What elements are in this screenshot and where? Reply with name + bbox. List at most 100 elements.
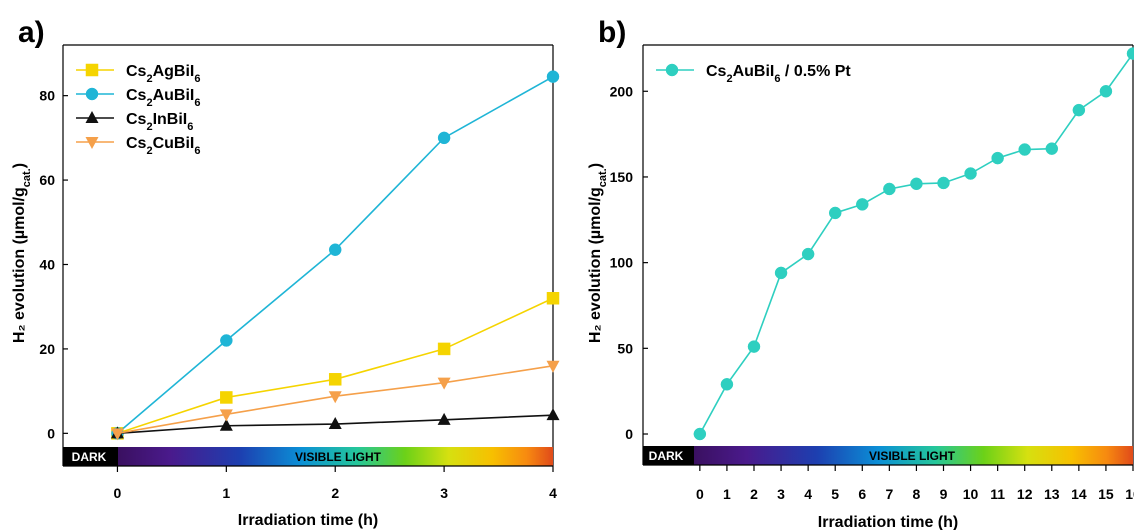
series-0: Cs2AuBiI6 / 0.5% Pt: [656, 47, 1134, 441]
legend-label-sub: 6: [774, 73, 780, 85]
data-point: [328, 391, 342, 404]
x-tick-label: 2: [331, 485, 339, 501]
x-tick-label: 7: [885, 486, 893, 502]
x-tick-label: 0: [114, 485, 122, 501]
data-point: [910, 177, 923, 191]
data-point: [964, 167, 977, 180]
data-point: [883, 182, 896, 196]
data-point: [720, 378, 734, 391]
y-axis-label-main: H₂ evolution (µmol/g: [11, 187, 28, 343]
data-point: [546, 360, 560, 373]
x-tick-label: 1: [723, 486, 731, 502]
x-tick-label: 12: [1017, 486, 1033, 502]
legend-label: Cs2AuBiI6: [126, 87, 200, 109]
legend-label: Cs2AuBiI6 / 0.5% Pt: [706, 63, 851, 85]
legend-marker: [85, 87, 99, 101]
legend-label-sub: 6: [194, 97, 200, 109]
data-point: [1045, 142, 1059, 155]
x-tick-label: 1: [222, 485, 230, 501]
data-point: [1126, 47, 1134, 60]
legend-label-sub: 6: [194, 145, 200, 157]
legend-label-part: CuBiI: [153, 135, 195, 152]
data-point: [437, 412, 451, 425]
x-axis-label: Irradiation time (h): [818, 514, 958, 530]
legend-label-sub: 2: [146, 73, 152, 85]
y-tick-label: 50: [617, 340, 633, 356]
data-point: [220, 391, 233, 404]
data-point: [991, 151, 1004, 165]
panel-letter: a): [18, 16, 45, 49]
x-tick-label: 3: [777, 486, 785, 502]
y-tick-label: 20: [39, 341, 55, 357]
legend-label-sub: 6: [194, 73, 200, 85]
y-tick-label: 150: [610, 169, 634, 185]
legend-marker: [665, 63, 679, 77]
data-point: [110, 428, 124, 441]
dark-bar: [643, 446, 694, 465]
y-tick-label: 60: [39, 172, 55, 188]
data-point: [937, 176, 950, 190]
data-point: [219, 409, 233, 422]
legend-label-part: Cs: [126, 135, 147, 152]
visible-light-bar: [694, 446, 1133, 465]
legend-label-sub: 6: [187, 121, 193, 133]
y-axis-label-sub: cat.: [597, 168, 609, 187]
data-point: [437, 342, 451, 356]
x-tick-label: 0: [696, 486, 704, 502]
data-point: [828, 206, 842, 220]
series-0: Cs2AgBiI6: [76, 63, 560, 440]
data-point: [328, 373, 342, 386]
x-tick-label: 3: [440, 485, 448, 501]
legend-label-part: Cs: [126, 87, 147, 104]
legend-marker: [85, 111, 99, 123]
data-point: [546, 408, 560, 421]
legend-marker: [85, 63, 99, 77]
legend-label-part: Cs: [126, 111, 147, 128]
legend-label: Cs2InBiI6: [126, 111, 193, 133]
series-line: [117, 297, 554, 435]
x-tick-label: 9: [940, 486, 948, 502]
x-tick-label: 2: [750, 486, 758, 502]
legend-label-part: Cs: [706, 63, 727, 80]
data-point: [546, 292, 560, 305]
data-point: [546, 70, 560, 83]
x-tick-label: 6: [858, 486, 866, 502]
legend-label-part: Cs: [126, 63, 147, 80]
y-tick-label: 200: [610, 83, 634, 99]
y-tick-label: 0: [47, 425, 55, 441]
visible-light-bar: [118, 447, 553, 466]
legend-label: Cs2AgBiI6: [126, 63, 200, 85]
data-point: [1072, 103, 1086, 117]
legend-label: Cs2CuBiI6: [126, 135, 200, 157]
legend-label-sub: 2: [146, 145, 152, 157]
legend-label-part: AuBiI: [153, 87, 195, 104]
series-2: Cs2InBiI6: [76, 111, 560, 439]
data-point: [801, 247, 815, 261]
data-point: [220, 334, 233, 347]
x-tick-label: 15: [1098, 486, 1114, 502]
data-point: [328, 417, 342, 430]
visible-light-label: VISIBLE LIGHT: [869, 449, 956, 463]
y-axis-label-end: ): [11, 163, 28, 168]
x-tick-label: 13: [1044, 486, 1060, 502]
x-axis-label: Irradiation time (h): [238, 512, 378, 529]
series-line: [699, 53, 1134, 435]
x-tick-label: 11: [990, 486, 1005, 502]
data-point: [219, 418, 233, 431]
data-point: [774, 266, 788, 280]
legend-marker: [85, 137, 99, 149]
dark-label: DARK: [649, 449, 684, 463]
x-tick-label: 5: [831, 486, 839, 502]
data-point: [437, 131, 451, 145]
legend-label-sub: 2: [726, 73, 732, 85]
y-tick-label: 0: [625, 426, 633, 442]
dark-bar: [63, 447, 118, 466]
data-point: [693, 427, 707, 441]
y-axis-label-end: ): [587, 163, 604, 168]
series-3: Cs2CuBiI6: [76, 135, 560, 441]
y-tick-label: 80: [39, 88, 55, 104]
y-tick-label: 40: [39, 256, 55, 272]
x-tick-label: 4: [804, 486, 812, 502]
